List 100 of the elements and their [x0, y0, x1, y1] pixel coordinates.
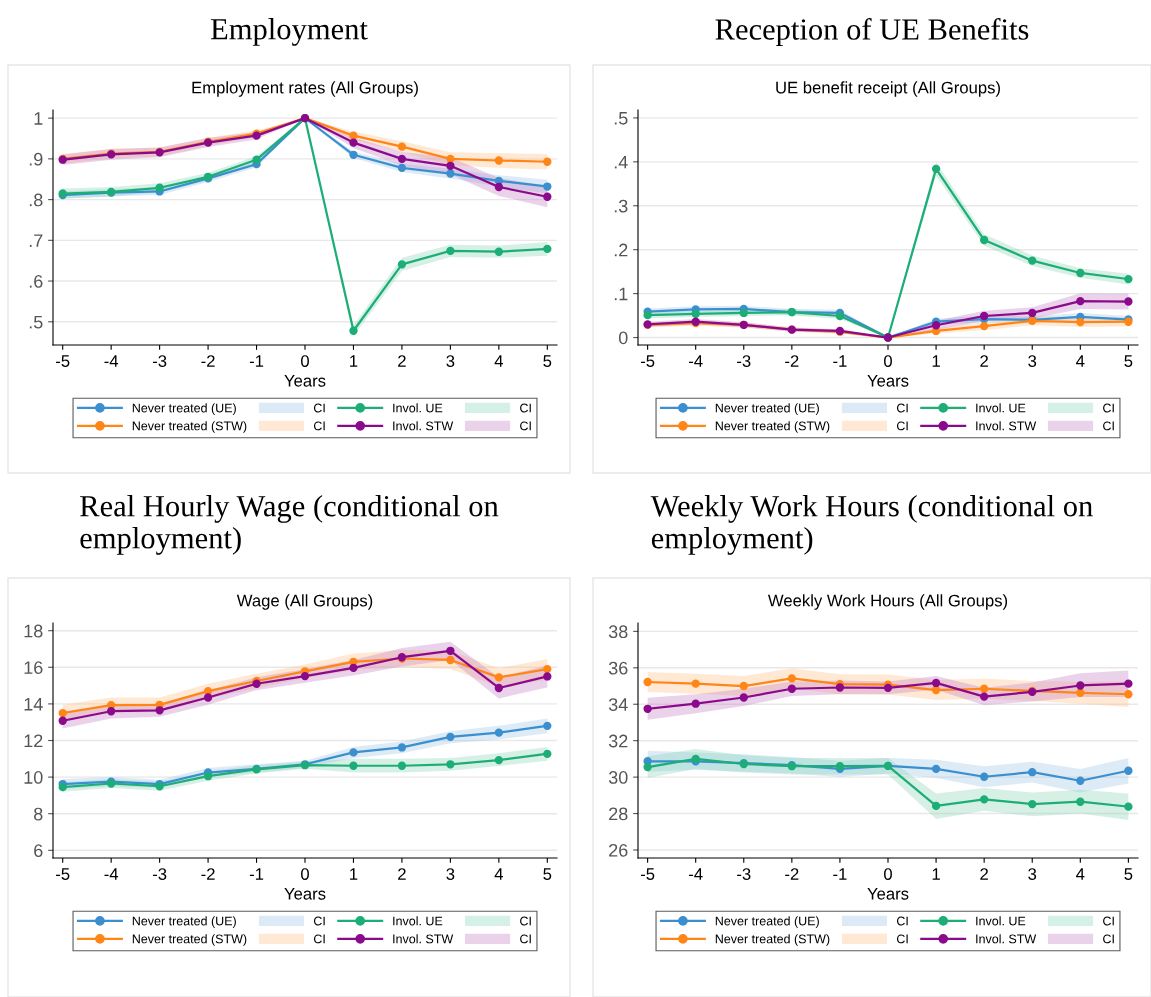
point — [494, 673, 504, 682]
point — [643, 677, 652, 687]
chart-title: Employment — [210, 18, 368, 46]
point — [931, 164, 941, 174]
legend-label: Never treated (UE) — [715, 916, 819, 928]
y-tick-label: 26 — [609, 843, 628, 857]
point — [1124, 690, 1133, 699]
y-tick-label: 6 — [34, 844, 43, 858]
point — [349, 150, 358, 159]
y-tick-label: .9 — [29, 152, 43, 166]
point — [979, 235, 989, 245]
x-tick-label: 5 — [1124, 355, 1133, 367]
chart-title: Real Hourly Wage (conditional on employment) — [80, 495, 499, 555]
x-axis-title: Years — [867, 375, 909, 387]
chart-title: Reception of UE Benefits — [715, 18, 1029, 47]
x-tick-label: -3 — [737, 868, 751, 880]
point — [494, 182, 504, 192]
point — [1076, 688, 1085, 697]
point — [58, 708, 67, 718]
point — [691, 679, 700, 688]
y-tick-label: 28 — [609, 807, 628, 821]
point — [1028, 308, 1037, 318]
x-tick-label: -1 — [833, 355, 847, 367]
point — [349, 326, 358, 335]
x-tick-label: -4 — [689, 355, 703, 367]
point — [979, 795, 989, 804]
point — [1124, 297, 1133, 306]
chart-title: Weekly Work Hours (conditional on employment) — [650, 495, 1093, 555]
y-tick-label: 8 — [34, 807, 43, 821]
x-tick-label: -5 — [640, 868, 655, 880]
x-tick-label: -3 — [152, 355, 167, 367]
point — [883, 683, 893, 693]
point — [1124, 802, 1133, 811]
y-tick-label: .5 — [614, 112, 628, 125]
legend-label: Never treated (UE) — [132, 403, 236, 415]
legend-label: Invol. STW — [393, 421, 454, 431]
point — [1076, 797, 1085, 806]
x-tick-label: 2 — [398, 355, 406, 367]
point — [397, 154, 407, 164]
point — [446, 646, 455, 655]
text: CI — [1103, 421, 1114, 431]
point — [1076, 776, 1085, 785]
legend-label: Invol. STW — [393, 934, 454, 944]
legend-label: Invol. UE — [976, 916, 1026, 926]
text: CI — [520, 421, 531, 431]
point — [931, 321, 941, 330]
x-tick-label: 2 — [980, 355, 988, 367]
point — [543, 182, 552, 191]
point — [643, 762, 652, 772]
point — [543, 157, 552, 166]
point — [643, 704, 652, 713]
legend-label: Never treated (UE) — [132, 916, 236, 928]
x-tick-label: -4 — [104, 868, 119, 880]
legend-label: Invol. UE — [393, 403, 443, 413]
text: CI — [520, 934, 531, 944]
point — [446, 161, 455, 170]
point — [1124, 766, 1133, 775]
text: CI — [1103, 934, 1114, 944]
x-tick-label: 0 — [884, 868, 892, 880]
point — [1076, 681, 1085, 690]
x-tick-label: 4 — [494, 868, 503, 880]
point — [397, 260, 407, 269]
chart-subtitle: UE benefit receipt (All Groups) — [776, 81, 1000, 97]
text: CI — [896, 934, 908, 944]
x-tick-label: 0 — [884, 355, 892, 367]
x-tick-label: -1 — [249, 868, 264, 880]
x-tick-label: 3 — [446, 868, 455, 880]
point — [446, 154, 455, 164]
x-tick-label: 5 — [543, 355, 552, 367]
y-tick-label: 32 — [608, 734, 628, 748]
x-tick-label: 2 — [980, 868, 988, 880]
point — [397, 743, 407, 752]
point — [203, 772, 213, 781]
y-tick-label: .4 — [614, 155, 628, 169]
point — [494, 683, 504, 693]
x-tick-label: -5 — [56, 355, 70, 367]
y-tick-label: 0 — [618, 331, 628, 345]
point — [931, 764, 941, 774]
point — [931, 678, 941, 688]
x-tick-label: 5 — [1124, 868, 1133, 880]
legend-label: Never treated (STW) — [715, 934, 830, 946]
point — [1076, 268, 1085, 278]
point — [931, 801, 941, 811]
point — [1124, 679, 1133, 688]
x-tick-label: 4 — [494, 355, 503, 367]
point — [446, 732, 455, 742]
x-tick-label: 1 — [350, 868, 358, 880]
x-tick-label: -3 — [737, 355, 751, 367]
point — [1124, 274, 1133, 284]
point — [203, 693, 213, 702]
text: CI — [896, 403, 908, 413]
x-tick-label: 4 — [1076, 868, 1085, 880]
point — [1076, 296, 1085, 306]
point — [155, 706, 164, 715]
point — [494, 755, 504, 765]
x-tick-label: -4 — [104, 355, 119, 367]
x-tick-label: 4 — [1076, 355, 1085, 367]
point — [446, 655, 455, 665]
text: CI — [313, 934, 325, 944]
y-tick-label: 30 — [608, 771, 628, 784]
